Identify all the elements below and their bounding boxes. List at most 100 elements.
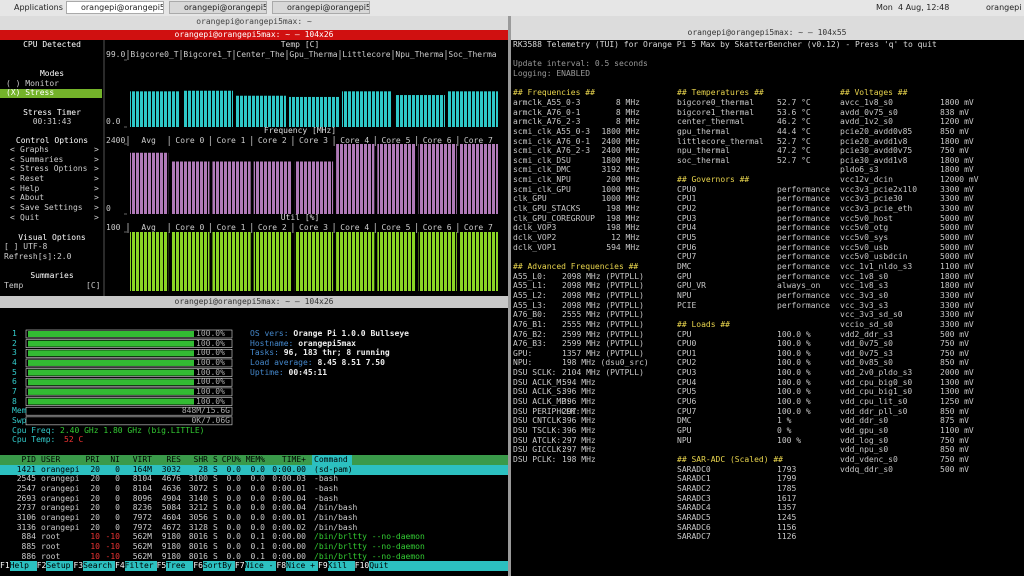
function-key[interactable]: F9 bbox=[318, 561, 328, 571]
function-label[interactable]: SortBy bbox=[202, 561, 232, 570]
bar bbox=[212, 161, 251, 214]
terminal-titlebar bbox=[511, 16, 1024, 40]
process-cell: 1421 bbox=[16, 464, 36, 474]
metric-name: DSU SCLK: bbox=[513, 368, 557, 378]
metric-name: CPU4 bbox=[677, 223, 697, 233]
metric-value: 8 MHz bbox=[615, 107, 640, 117]
function-key[interactable]: F8 bbox=[276, 561, 287, 571]
metric-name: DSU ACLK_MP: bbox=[513, 397, 571, 407]
process-cell: 3032 bbox=[161, 464, 181, 474]
control-option[interactable]: Quit bbox=[20, 212, 40, 222]
sidebar-label: 00:31:43 bbox=[32, 117, 72, 126]
function-label[interactable]: Help bbox=[9, 561, 29, 570]
function-label[interactable]: Quit bbox=[369, 561, 389, 570]
header-line: Logging: ENABLED bbox=[513, 68, 591, 78]
function-label[interactable]: Setup bbox=[46, 561, 71, 570]
function-label[interactable]: Tree bbox=[166, 561, 186, 570]
function-key[interactable]: F7 bbox=[234, 561, 245, 571]
metric-name: vdd_ddr_s0 bbox=[840, 416, 889, 426]
bar bbox=[294, 232, 334, 291]
metric-value: 396 MHz bbox=[562, 387, 596, 397]
process-cell: 9180 bbox=[161, 541, 181, 551]
control-option[interactable]: Save Settings bbox=[20, 202, 83, 212]
function-label[interactable]: Nice + bbox=[286, 561, 315, 570]
function-label[interactable]: Filter bbox=[124, 561, 154, 570]
section-heading: ## Voltages ## bbox=[840, 88, 908, 98]
metric-value: 850 mV bbox=[940, 445, 969, 455]
column-label: Avg bbox=[141, 136, 156, 145]
column-label: Core 6 bbox=[422, 136, 452, 145]
metric-value: 1245 bbox=[777, 512, 797, 522]
metric-name: DSU ACLK_M: bbox=[513, 377, 566, 387]
metric-value: 1000 MHz bbox=[601, 184, 640, 194]
cpu-percent: 100.0% bbox=[196, 386, 225, 396]
process-cell: 20 bbox=[90, 512, 100, 522]
process-cell: 3128 bbox=[188, 522, 208, 532]
function-key[interactable]: F6 bbox=[193, 561, 203, 571]
cpu-percent: 100.0% bbox=[196, 396, 225, 406]
column-label: Core 7 bbox=[463, 136, 493, 145]
metric-name: GPU_VR bbox=[677, 281, 706, 291]
process-cell: 0 bbox=[115, 493, 120, 503]
process-cell: S bbox=[213, 541, 218, 551]
taskbar-tab[interactable]: orangepi@orangepi5ma... bbox=[169, 1, 267, 14]
process-cell: 0.0 bbox=[226, 551, 241, 561]
metric-name: scmi_clk_GPU bbox=[513, 184, 571, 194]
metric-name: NPU bbox=[677, 290, 692, 300]
selected-mode bbox=[0, 89, 102, 98]
metric-name: npu_thermal bbox=[677, 146, 730, 156]
control-option[interactable]: Stress Options bbox=[20, 164, 88, 174]
function-key[interactable]: F2 bbox=[36, 561, 47, 571]
process-cell: orangepi bbox=[41, 512, 80, 522]
meter-frame bbox=[25, 397, 233, 406]
taskbar-tab[interactable]: orangepi@orangepi5ma... bbox=[272, 1, 370, 14]
process-cell: 8016 bbox=[188, 532, 208, 542]
apps-menu[interactable]: Applications bbox=[14, 3, 63, 12]
process-cell: 0.0 bbox=[226, 493, 241, 503]
metric-value: 1617 bbox=[777, 493, 797, 503]
metric-name: vcc_1v8_s3 bbox=[840, 281, 889, 291]
metric-value: performance bbox=[777, 261, 830, 271]
process-cell: 0.0 bbox=[226, 512, 241, 522]
clock[interactable]: Mon 4 Aug, 12:48 bbox=[876, 3, 950, 12]
process-cell: -bash bbox=[314, 474, 339, 484]
metric-name: PCIE bbox=[677, 300, 697, 310]
control-option[interactable]: About bbox=[20, 193, 45, 203]
metric-name: DSU CNTCLK: bbox=[513, 416, 566, 426]
function-key[interactable]: F5 bbox=[156, 561, 167, 571]
function-label[interactable]: Nice - bbox=[244, 561, 274, 570]
metric-name: dclk_VOP1 bbox=[513, 242, 557, 252]
control-option[interactable]: Reset bbox=[20, 173, 45, 183]
metric-name: center_thermal bbox=[677, 117, 745, 127]
column-label: Core 0 bbox=[175, 223, 205, 232]
function-key[interactable]: F4 bbox=[115, 561, 125, 571]
control-option[interactable]: Help bbox=[20, 183, 40, 193]
function-key[interactable]: F10 bbox=[354, 561, 370, 571]
taskbar-tab[interactable]: orangepi@orangepi5ma... bbox=[66, 1, 164, 14]
metric-value: 52.7 °C bbox=[777, 97, 811, 107]
metric-name: SARADC4 bbox=[677, 503, 711, 513]
function-key[interactable]: F3 bbox=[73, 561, 84, 571]
user-menu[interactable]: orangepi bbox=[986, 3, 1022, 12]
metric-value: 2555 MHz (PVTPLL) bbox=[562, 319, 644, 329]
metric-value: 1800 MHz bbox=[601, 126, 640, 136]
header-line: RK3588 Telemetry (TUI) for Orange Pi 5 M… bbox=[513, 40, 937, 49]
control-option[interactable]: Summaries bbox=[20, 154, 64, 164]
column-label: Core 6 bbox=[422, 223, 452, 232]
metric-value: 1800 mV bbox=[940, 136, 974, 146]
meter-value: 0K/7.06G bbox=[191, 415, 230, 425]
metric-name: CPU6 bbox=[677, 242, 697, 252]
metric-value: 52.7 °C bbox=[777, 155, 811, 165]
metric-name: scmi_clk_DSU bbox=[513, 155, 571, 165]
column-label: Core 3 bbox=[299, 223, 328, 232]
process-cell: 0.0 bbox=[226, 532, 241, 542]
bar bbox=[253, 232, 292, 291]
function-label[interactable]: Search bbox=[83, 561, 113, 570]
metric-name: vcc5v0_usbdcin bbox=[840, 252, 908, 262]
function-label[interactable]: Kill bbox=[327, 561, 347, 570]
metric-value: 850 mV bbox=[940, 358, 969, 368]
process-cell: 0:00.02 bbox=[272, 522, 306, 532]
function-key[interactable]: F1 bbox=[0, 561, 10, 571]
control-option[interactable]: Graphs bbox=[20, 145, 49, 154]
process-cell: 0:00.00 bbox=[272, 541, 306, 551]
